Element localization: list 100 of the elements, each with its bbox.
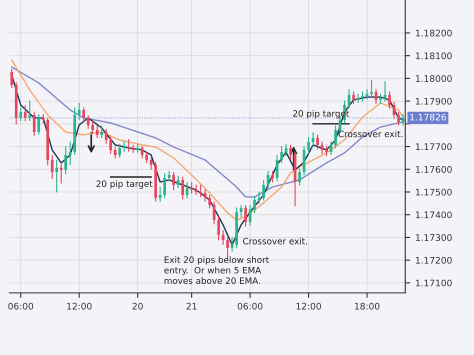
candlestick xyxy=(163,173,166,198)
candlestick xyxy=(78,102,81,120)
candlestick xyxy=(50,155,54,179)
candlestick xyxy=(55,160,58,193)
candlestick xyxy=(361,91,364,102)
x-tick-label: 12:00 xyxy=(296,302,321,310)
candlestick xyxy=(150,157,153,170)
candlestick xyxy=(384,81,386,102)
candlestick xyxy=(91,121,94,134)
line-series xyxy=(11,66,404,198)
y-tick-label: 1.17600 xyxy=(416,166,452,173)
x-tick-label: 21 xyxy=(186,302,197,310)
candlestick xyxy=(240,205,242,218)
candlestick xyxy=(258,191,260,204)
y-tick-label: 1.18100 xyxy=(416,52,452,60)
candlestick xyxy=(64,146,68,174)
candlestick xyxy=(109,136,112,154)
candlestick xyxy=(271,170,274,182)
candlestick xyxy=(266,170,270,188)
candlestick xyxy=(348,89,350,108)
y-tick-label: 1.17100 xyxy=(416,280,452,286)
candlestick xyxy=(42,114,45,124)
candlestick xyxy=(37,114,40,135)
candlestick xyxy=(366,89,368,100)
annotation: 20 pip target xyxy=(96,180,152,189)
y-tick-label: 1.17900 xyxy=(416,98,452,105)
y-tick-label: 1.17500 xyxy=(416,188,452,196)
x-tick-label: 06:00 xyxy=(238,302,263,310)
y-tick-label: 1.17200 xyxy=(416,256,452,264)
annotation: Crossover exit. xyxy=(243,238,307,244)
line-series xyxy=(11,59,404,221)
x-tick-label: 20 xyxy=(132,302,143,310)
candlestick xyxy=(118,144,122,158)
candlestick xyxy=(262,180,265,200)
candlestick xyxy=(172,172,175,190)
x-tick-label: 06:00 xyxy=(8,302,34,310)
candlestick xyxy=(104,128,108,144)
ref-line-label: 1.17826 xyxy=(410,114,446,121)
candlestick xyxy=(82,107,86,122)
candlestick xyxy=(114,147,117,158)
candlestick xyxy=(388,91,391,108)
candlestick xyxy=(397,112,400,126)
candlestick xyxy=(204,189,206,202)
candlestick xyxy=(96,126,99,138)
candlestick xyxy=(19,107,22,121)
candlestick xyxy=(222,230,224,245)
y-tick-label: 1.18200 xyxy=(416,30,452,37)
candlestick xyxy=(284,144,288,156)
candlestick xyxy=(168,170,170,182)
candlestick xyxy=(307,136,310,154)
candlestick xyxy=(32,112,36,136)
candlestick xyxy=(212,202,216,224)
candlestick xyxy=(217,216,220,240)
y-tick-label: 1.18000 xyxy=(416,75,452,82)
candlestick xyxy=(325,146,328,156)
candlestick xyxy=(68,141,72,166)
candlestick xyxy=(248,205,252,226)
candlestick xyxy=(127,139,130,152)
candlestick xyxy=(208,194,211,208)
candlestick xyxy=(145,152,148,164)
candlestick xyxy=(181,176,184,200)
candlestick xyxy=(176,176,180,188)
y-tick-label: 1.17300 xyxy=(416,234,452,241)
candlestick xyxy=(244,205,247,227)
candlestick xyxy=(280,146,283,164)
candlestick xyxy=(28,100,32,121)
candlestick xyxy=(86,115,90,129)
candlestick xyxy=(370,80,373,98)
candlestick xyxy=(374,89,378,104)
candlestick xyxy=(60,164,63,184)
x-tick-label: 18:00 xyxy=(355,302,380,310)
candlestick xyxy=(253,196,256,213)
candlestick xyxy=(320,141,324,154)
candlestick xyxy=(100,126,104,138)
candlestick xyxy=(402,114,404,126)
candlestick xyxy=(140,146,144,158)
candlestick xyxy=(379,94,382,104)
candlestick xyxy=(316,134,319,150)
candlestick xyxy=(392,102,396,119)
candlestick xyxy=(194,184,198,195)
candlestick xyxy=(298,168,301,186)
candlestick xyxy=(10,68,14,88)
candlestick xyxy=(190,182,193,194)
candlestick xyxy=(276,155,278,182)
candlestick xyxy=(24,105,27,121)
candlestick xyxy=(158,186,162,202)
candlestick xyxy=(330,141,332,156)
candlestick xyxy=(230,236,234,252)
candlestick xyxy=(302,146,306,176)
candlestick xyxy=(334,126,337,148)
y-tick-label: 1.17400 xyxy=(416,211,452,218)
candlestick xyxy=(186,182,188,198)
annotation: Exit 20 pips below short entry. Or when 5 EMA moves above 20 EMA. xyxy=(164,256,269,284)
candlestick xyxy=(312,132,314,146)
candlestick xyxy=(289,144,292,160)
y-tick-label: 1.17700 xyxy=(416,143,452,150)
x-tick-label: 12:00 xyxy=(67,302,92,310)
candlestick xyxy=(352,91,355,104)
candlestick xyxy=(199,184,202,198)
candlestick xyxy=(122,141,126,152)
